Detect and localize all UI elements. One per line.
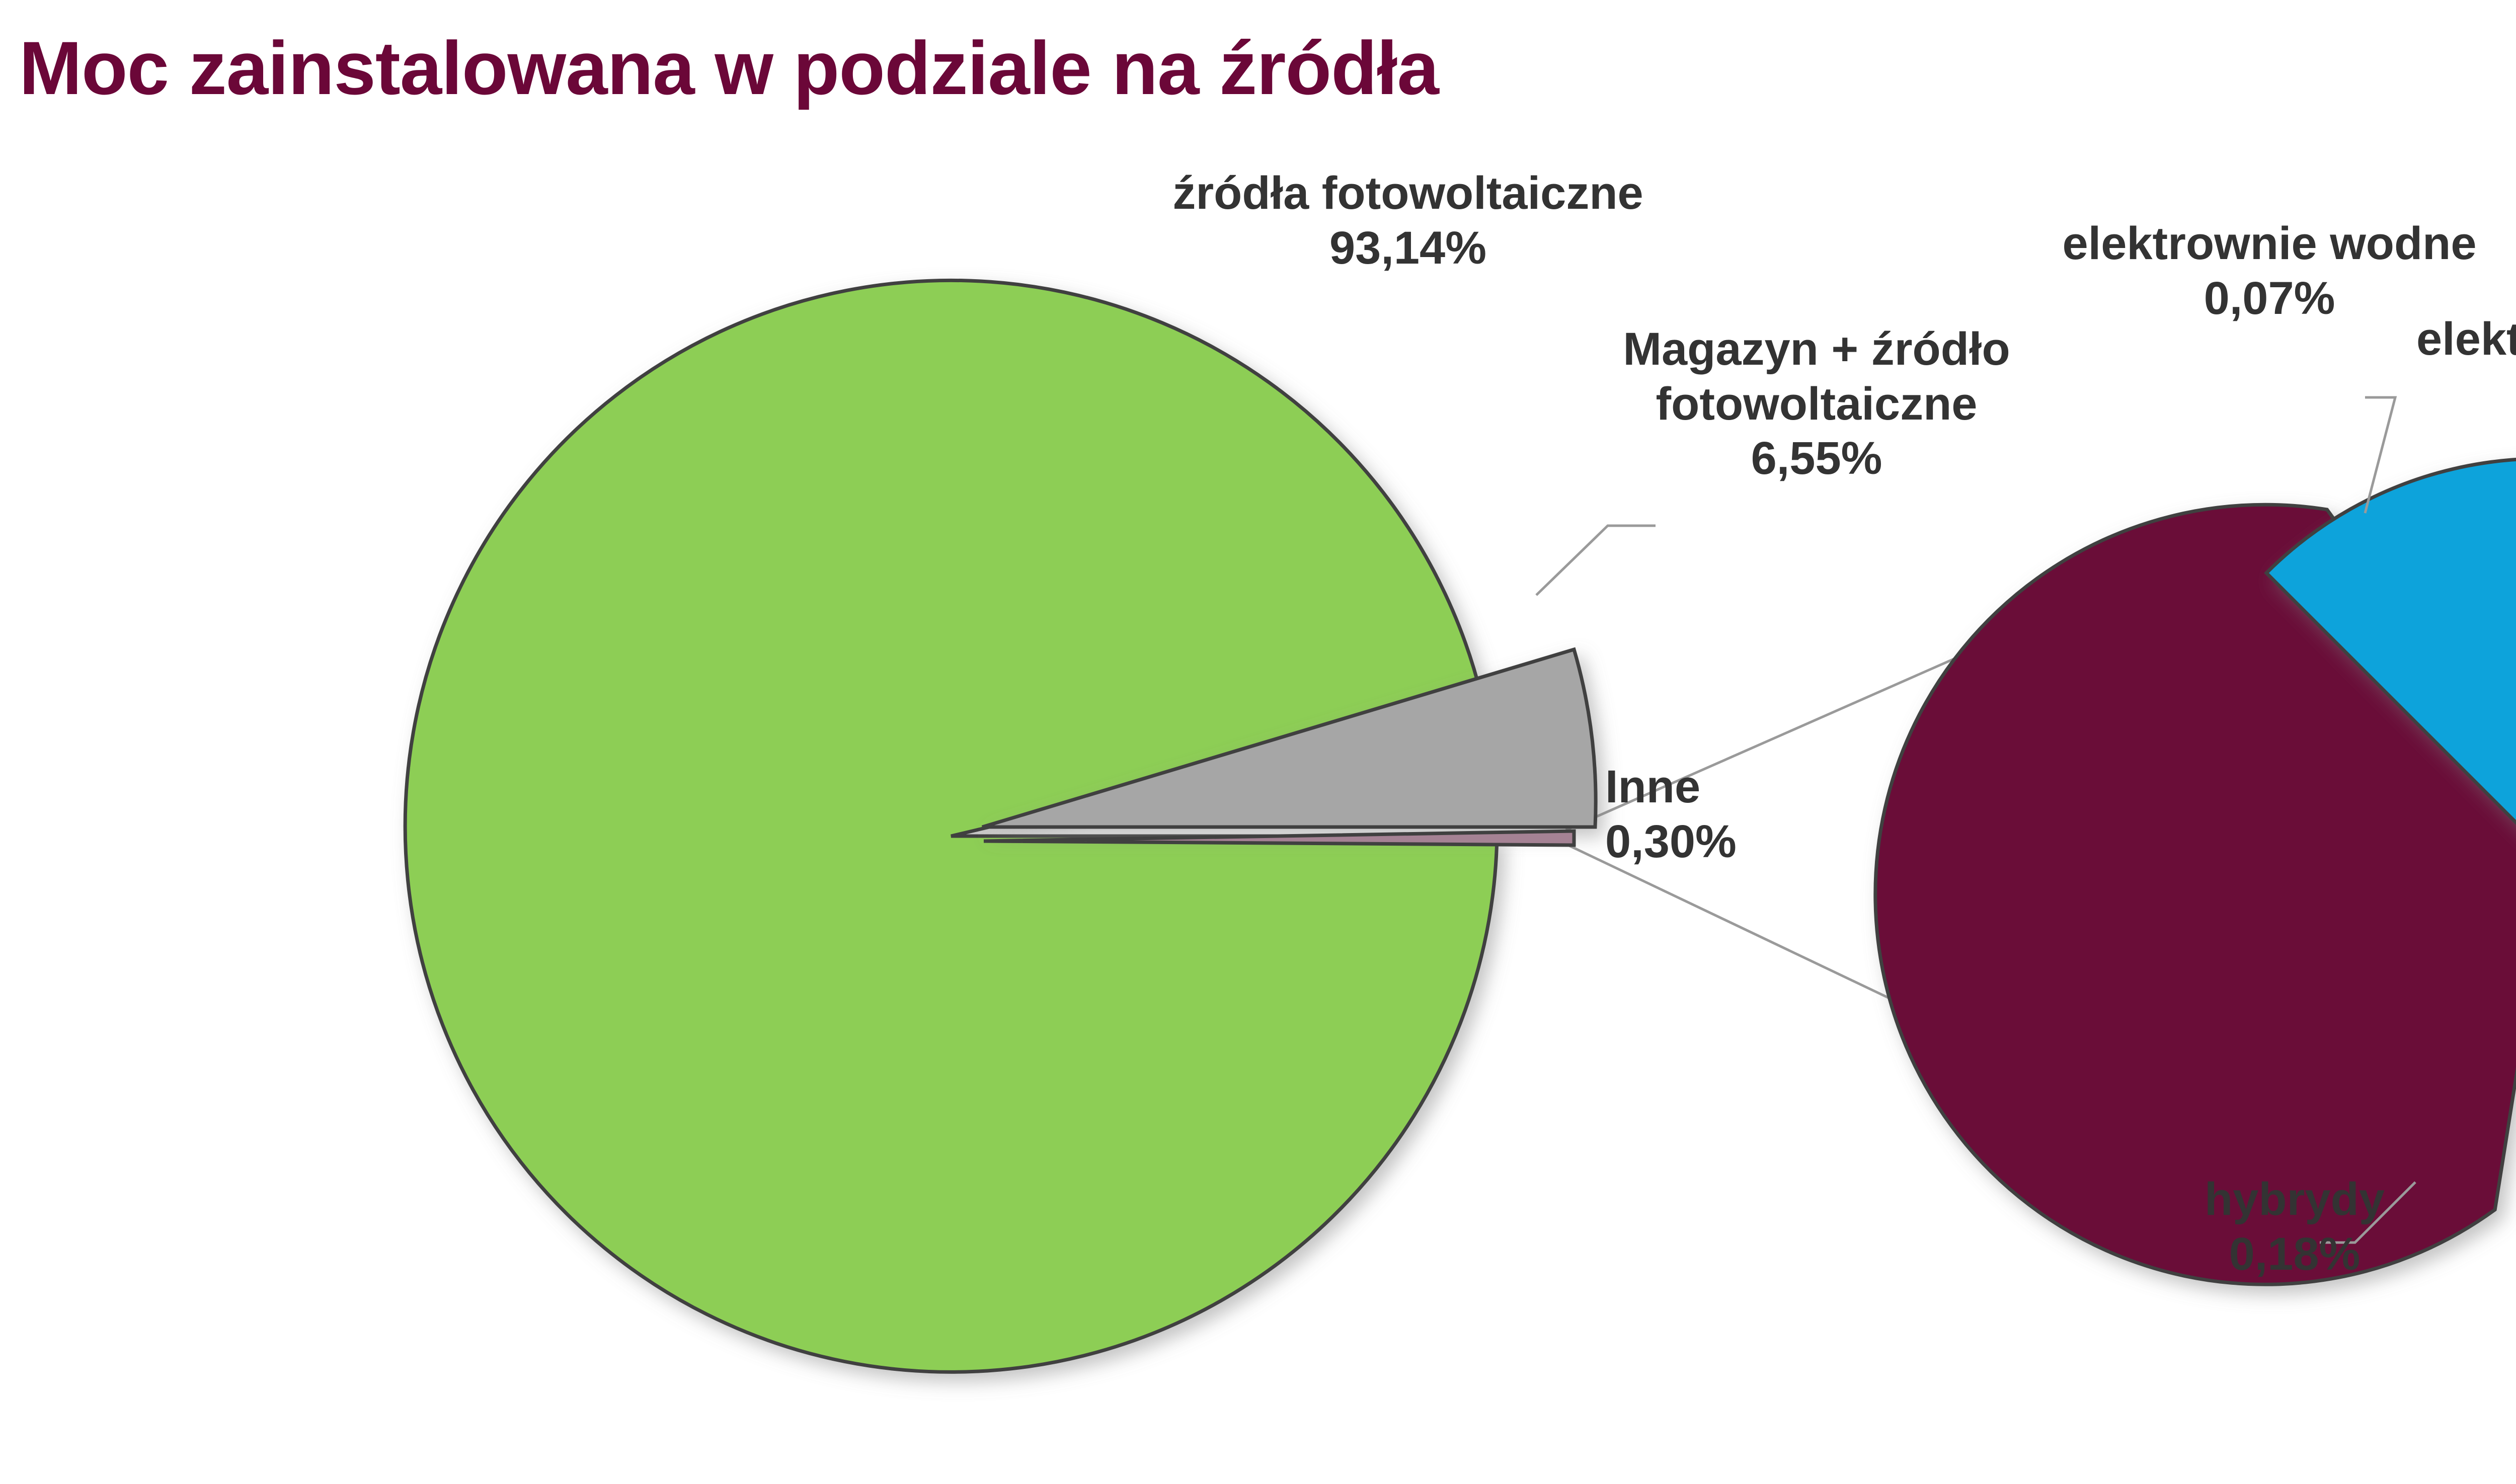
data-label-elektrownie-na-biogaz: elektrownie na biogaz 0,04%	[2395, 312, 2516, 421]
data-label-name-line2: fotowoltaiczne	[1656, 378, 1978, 430]
data-label-name: hybrydy	[2205, 1174, 2385, 1225]
pie-slice-hybrydy[interactable]	[1720, 417, 2516, 1439]
data-label-value: 0,07%	[2204, 272, 2335, 324]
data-label-value: 0,30%	[1605, 815, 1737, 867]
data-label-value: 0,18%	[2229, 1228, 2361, 1280]
data-label-zrodla-fotowoltaiczne: źródła fotowoltaiczne 93,14%	[1116, 166, 1700, 275]
data-label-name: elektrownie na biogaz	[2416, 313, 2516, 365]
pie-slice-elektrownie-wodne[interactable]	[2264, 458, 2516, 848]
data-label-value: 6,55%	[1751, 433, 1882, 484]
pie-slice-zrodla-fotowoltaiczne[interactable]	[403, 278, 1499, 1374]
data-label-name: źródła fotowoltaiczne	[1172, 168, 1643, 219]
data-label-hybrydy: hybrydy 0,18%	[2098, 1172, 2491, 1281]
pie-slice-inne[interactable]	[983, 829, 1576, 847]
data-label-name-line1: Magazyn + źródło	[1623, 323, 2010, 375]
data-label-name: Inne	[1605, 761, 1701, 812]
page-title: Moc zainstalowana w podziale na źródła	[19, 26, 1439, 110]
data-label-elektrownie-wodne: elektrownie wodne 0,07%	[2018, 216, 2516, 325]
pie-slice-magazyn-zrodlo-fotowoltaiczne[interactable]	[981, 647, 1598, 829]
data-label-value: 93,14%	[1329, 222, 1487, 274]
data-label-name: elektrownie wodne	[2062, 218, 2477, 269]
data-label-magazyn-zrodlo-fotowoltaiczne: Magazyn + źródło fotowoltaiczne 6,55%	[1600, 322, 2033, 486]
data-label-inne: Inne 0,30%	[1605, 760, 1786, 869]
data-label-value: 0,04%	[2395, 367, 2516, 422]
label-leader-lines	[1535, 396, 2416, 1244]
